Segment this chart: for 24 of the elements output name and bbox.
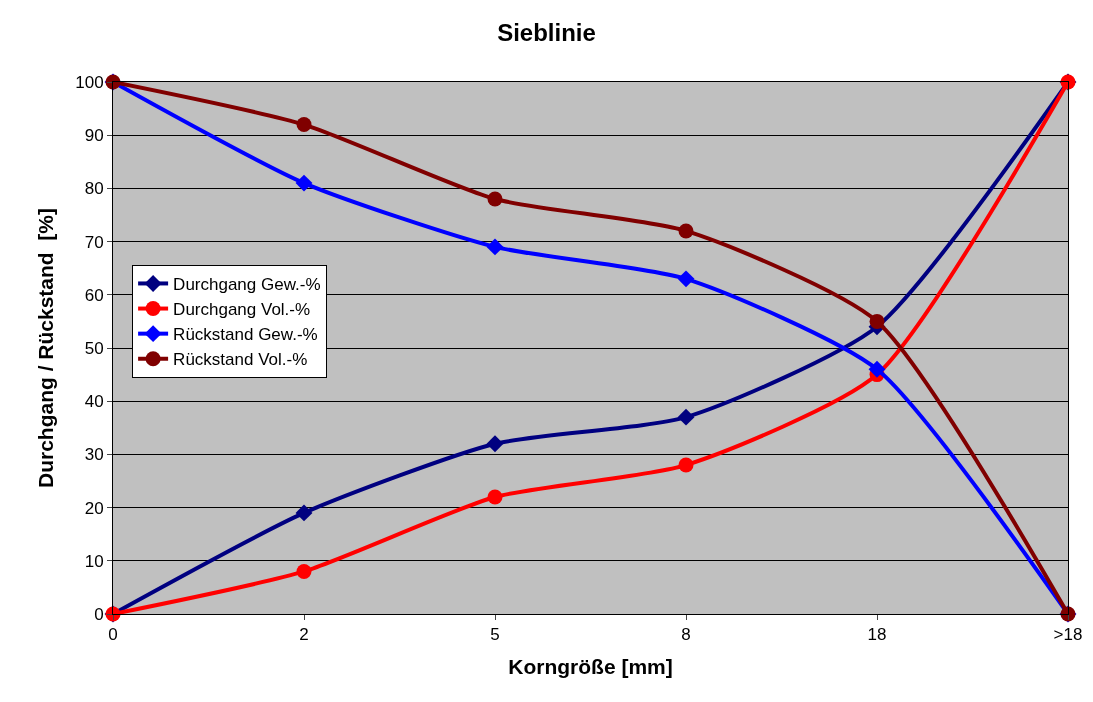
chart-title: Sieblinie	[497, 19, 596, 47]
legend-label: Rückstand Vol.-%	[173, 350, 308, 370]
y-tick-label: 60	[84, 285, 104, 305]
x-tick-label: 2	[299, 625, 309, 645]
y-tick-label: 40	[84, 392, 104, 412]
x-tick-label: 5	[490, 625, 500, 645]
y-tick-label: 30	[84, 445, 104, 465]
x-tick-label: 18	[867, 625, 887, 645]
x-tick-label: >18	[1053, 625, 1083, 645]
legend-label: Durchgang Vol.-%	[173, 300, 311, 320]
y-tick-label: 20	[84, 498, 104, 518]
y-tick-label: 0	[94, 604, 104, 624]
y-tick-label: 90	[84, 126, 104, 146]
y-tick-label: 10	[84, 551, 104, 571]
y-tick-label: 70	[84, 232, 104, 252]
y-tick-label: 80	[84, 179, 104, 199]
legend-label: Durchgang Gew.-%	[173, 275, 321, 295]
y-tick-label: 100	[75, 72, 104, 92]
x-axis-title: Korngröße [mm]	[508, 654, 673, 678]
x-tick-label: 8	[681, 625, 691, 645]
y-tick-label: 50	[84, 338, 104, 358]
legend-label: Rückstand Gew.-%	[173, 325, 318, 345]
x-tick-label: 0	[108, 625, 118, 645]
y-axis-title: Durchgang / Rückstand [%]	[34, 207, 58, 489]
